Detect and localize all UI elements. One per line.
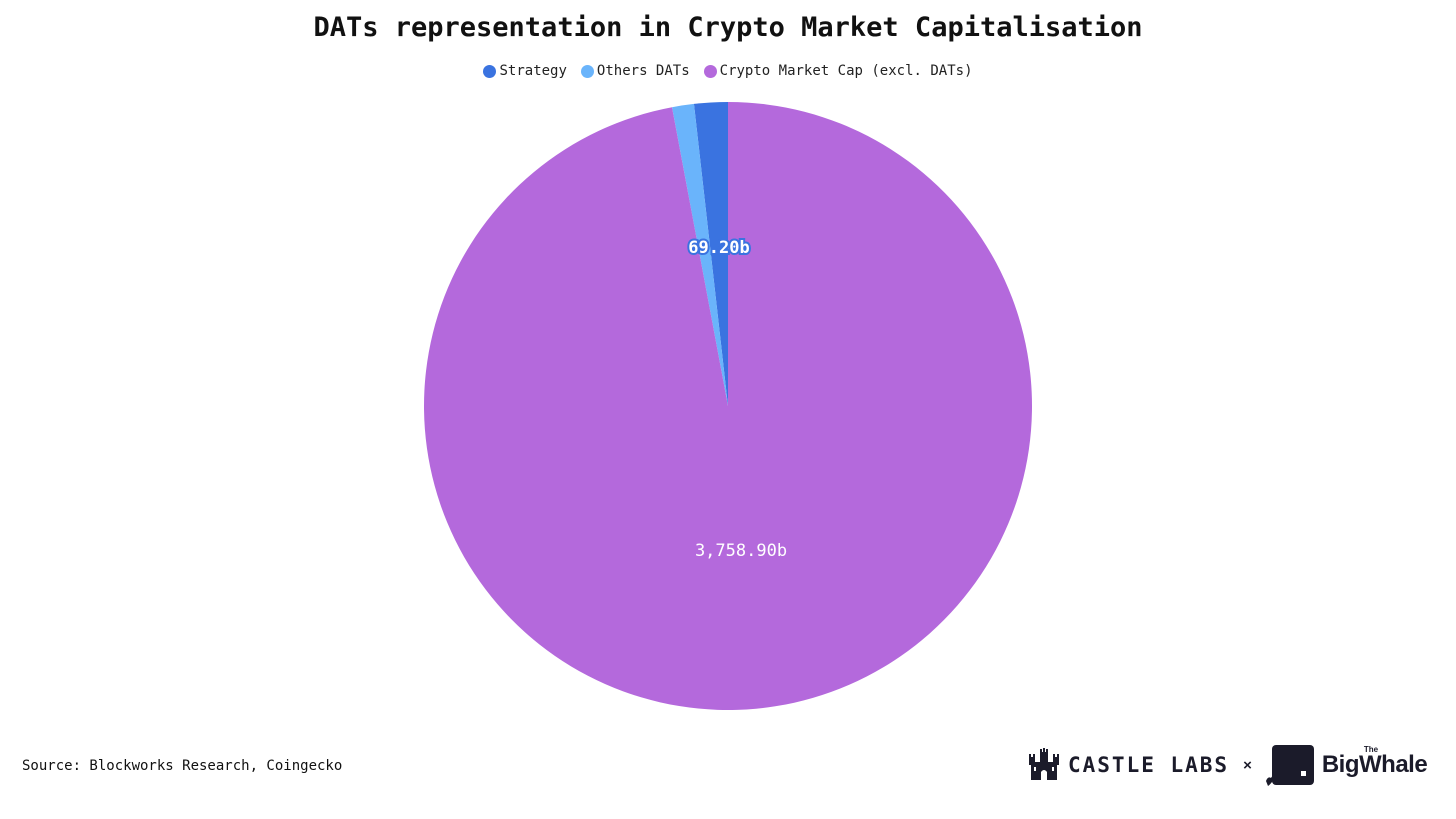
source-note: Source: Blockworks Research, Coingecko bbox=[22, 758, 343, 774]
logos: CASTLE LABS × The BigWhale bbox=[1028, 740, 1428, 790]
pie-slice-strategy[interactable] bbox=[693, 102, 728, 406]
chart-legend: Strategy Others DATs Crypto Market Cap (… bbox=[0, 63, 1456, 79]
castle-icon bbox=[1029, 748, 1059, 780]
data-label-strategy: 69.20b bbox=[688, 238, 749, 258]
big-whale-the: The bbox=[1363, 745, 1379, 754]
legend-swatch-crypto-market-cap bbox=[703, 64, 717, 78]
legend-item-crypto-market-cap[interactable]: Crypto Market Cap (excl. DATs) bbox=[703, 63, 973, 79]
whale-icon bbox=[1265, 745, 1314, 786]
big-whale-logo: The BigWhale bbox=[1321, 743, 1428, 787]
legend-swatch-strategy bbox=[483, 64, 497, 78]
legend-item-others-dats[interactable]: Others DATs bbox=[580, 63, 690, 79]
data-label-crypto-market-cap-excl-dats: 3,758.90b bbox=[695, 541, 787, 561]
legend-label-others-dats: Others DATs bbox=[596, 63, 690, 79]
castle-labs-logo: CASTLE LABS bbox=[1068, 753, 1230, 777]
legend-item-strategy[interactable]: Strategy bbox=[483, 63, 567, 79]
collab-times: × bbox=[1243, 756, 1252, 774]
pie-slice-others-dats[interactable] bbox=[672, 103, 728, 406]
legend-swatch-others-dats bbox=[580, 64, 594, 78]
chart-title: DATs representation in Crypto Market Cap… bbox=[313, 12, 1143, 43]
legend-label-strategy: Strategy bbox=[499, 63, 567, 79]
legend-label-crypto-market-cap: Crypto Market Cap (excl. DATs) bbox=[719, 63, 973, 79]
pie-slice-crypto-market-cap-excl-dats[interactable] bbox=[423, 102, 1033, 710]
big-whale-name: BigWhale bbox=[1321, 751, 1428, 778]
